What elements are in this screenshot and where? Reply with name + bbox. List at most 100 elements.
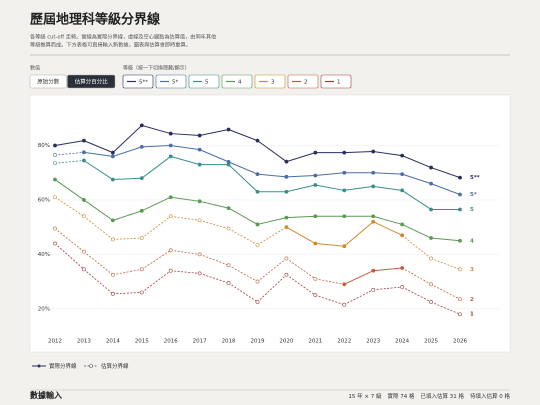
estimated-segment <box>170 270 200 274</box>
actual-segment <box>170 155 200 166</box>
actual-point <box>139 176 144 181</box>
chip-label[interactable]: 2 <box>304 79 308 85</box>
estimated-segment <box>257 258 287 282</box>
estimated-segment <box>401 235 432 259</box>
estimated-segment <box>199 253 229 266</box>
actual-point <box>168 195 173 200</box>
chip-label[interactable]: 5 <box>205 79 209 85</box>
actual-point <box>400 172 405 177</box>
actual-point <box>82 198 86 202</box>
estimated-segment <box>54 196 85 217</box>
estimated-segment <box>112 237 142 240</box>
control-label: 數值 <box>30 65 40 72</box>
actual-point <box>197 133 202 138</box>
chip-label[interactable]: 5* <box>172 79 178 85</box>
actual-point <box>371 268 376 273</box>
actual-segment <box>170 145 200 151</box>
grade-chip[interactable] <box>254 74 286 89</box>
legend-label: 估算分界線 <box>101 362 129 370</box>
estimated-segment <box>430 258 461 270</box>
chip-label[interactable]: 5** <box>139 79 148 85</box>
x-tick-label: 2012 <box>48 339 62 345</box>
estimated-point <box>458 267 462 272</box>
actual-point <box>371 149 376 154</box>
legend-swatch <box>37 364 41 368</box>
actual-segment <box>83 151 113 157</box>
actual-point <box>429 165 433 170</box>
actual-point <box>371 170 376 175</box>
toggle-label[interactable]: 原始分數 <box>37 77 60 85</box>
actual-point <box>168 143 173 148</box>
actual-segment <box>401 173 432 185</box>
estimated-point <box>313 276 318 281</box>
actual-segment <box>373 215 403 225</box>
estimated-point <box>82 267 86 272</box>
actual-point <box>284 215 289 220</box>
estimated-point <box>400 285 405 289</box>
series-end-label: 5** <box>470 175 480 181</box>
chip-label[interactable]: 3 <box>271 79 275 85</box>
control-label: 等級（按一下切換隱藏/顯示） <box>123 65 190 72</box>
actual-point <box>284 174 289 179</box>
toggle-label[interactable]: 估算分百分比 <box>75 77 109 85</box>
actual-point <box>255 172 260 177</box>
estimated-segment <box>373 286 403 291</box>
chip-label[interactable]: 1 <box>337 79 341 85</box>
status-text: 待填入估算 0 格 <box>470 392 510 400</box>
actual-point <box>168 131 173 136</box>
grade-chip[interactable] <box>188 74 220 89</box>
actual-segment <box>315 242 345 247</box>
estimated-point <box>53 241 57 246</box>
actual-segment <box>112 177 142 181</box>
actual-segment <box>199 200 229 209</box>
estimated-point <box>168 248 173 253</box>
grade-chip[interactable] <box>287 74 319 89</box>
estimated-segment <box>54 151 84 156</box>
grade-chip[interactable] <box>122 74 154 89</box>
grade-chip[interactable] <box>155 74 187 89</box>
actual-point <box>342 244 347 249</box>
actual-point <box>400 153 405 158</box>
series-end-label: 4 <box>470 238 474 244</box>
toggle-button[interactable] <box>67 74 116 89</box>
estimated-point <box>429 282 433 287</box>
estimated-segment <box>83 251 114 276</box>
actual-point <box>139 123 144 128</box>
x-tick-label: 2016 <box>164 339 178 345</box>
estimated-point <box>139 290 144 295</box>
estimated-segment <box>344 289 374 306</box>
estimated-segment <box>83 215 114 240</box>
estimated-point <box>255 279 260 284</box>
actual-segment <box>170 133 200 136</box>
chip-label[interactable]: 4 <box>238 79 242 85</box>
actual-point <box>110 177 115 182</box>
actual-segment <box>83 160 114 180</box>
actual-segment <box>199 128 229 136</box>
estimated-point <box>110 272 115 277</box>
chart-card <box>29 94 511 353</box>
actual-segment <box>112 146 142 157</box>
y-tick-label: 80% <box>38 143 50 149</box>
grade-chip[interactable] <box>221 74 253 89</box>
actual-segment <box>373 221 403 236</box>
x-tick-label: 2021 <box>308 339 322 345</box>
series-end-label: 3 <box>470 267 474 273</box>
actual-point <box>284 159 289 164</box>
toggle-button[interactable] <box>29 74 67 89</box>
actual-point <box>139 208 144 213</box>
estimated-point <box>284 272 289 277</box>
estimated-point <box>458 297 462 302</box>
actual-segment <box>141 145 171 148</box>
estimated-segment <box>286 258 316 280</box>
actual-segment <box>83 199 114 221</box>
x-tick-label: 2026 <box>453 339 467 345</box>
estimated-segment <box>430 283 461 300</box>
grade-chip[interactable] <box>320 74 352 89</box>
actual-point <box>458 192 462 197</box>
estimated-point <box>226 263 231 268</box>
actual-point <box>371 184 376 189</box>
estimated-point <box>82 249 86 254</box>
actual-point <box>342 188 347 193</box>
actual-segment <box>141 196 171 212</box>
